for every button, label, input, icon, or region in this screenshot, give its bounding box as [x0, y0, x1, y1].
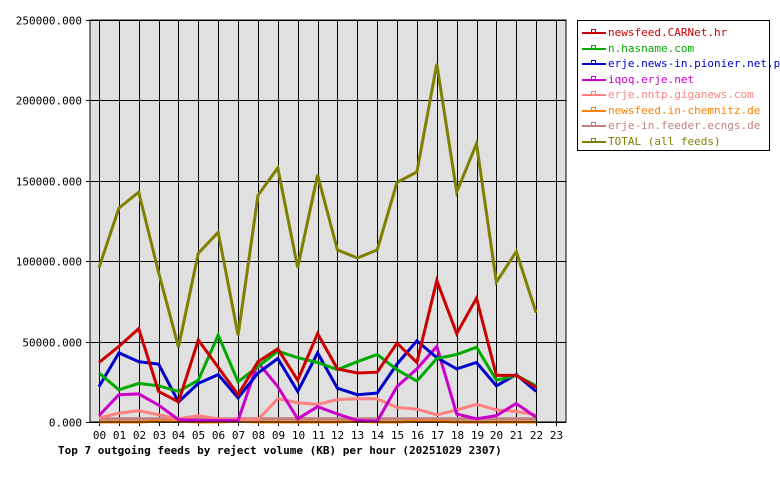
chart-title: Top 7 outgoing feeds by reject volume (K… — [58, 444, 502, 457]
legend-item: erje.nntp.giganews.com — [582, 87, 769, 103]
series-line-newsfeed-carnet-hr — [98, 275, 537, 405]
series-line-erje-nntp-giganews-com — [98, 397, 537, 422]
x-tick-label: 00 — [93, 429, 106, 442]
series-line-n-hasname-com — [98, 331, 537, 394]
x-tick-label: 15 — [391, 429, 404, 442]
legend-line-marker-icon — [582, 75, 606, 84]
legend-label: TOTAL (all feeds) — [608, 134, 721, 148]
x-tick-label: 21 — [510, 429, 523, 442]
y-tick-label: 0.000 — [49, 417, 82, 430]
x-tick-label: 11 — [312, 429, 325, 442]
legend-line-marker-icon — [582, 121, 606, 130]
x-tick-label: 02 — [133, 429, 146, 442]
legend-item: iqoq.erje.net — [582, 72, 769, 88]
x-tick-label: 22 — [530, 429, 543, 442]
x-tick-label: 05 — [192, 429, 205, 442]
series-line-iqoq-erje-net — [97, 343, 537, 423]
legend-label: newsfeed.CARNet.hr — [608, 26, 728, 40]
legend-item: n.hasname.com — [582, 41, 769, 57]
y-tick-label: 150000.000 — [16, 176, 82, 189]
legend-line-marker-icon — [582, 90, 606, 99]
x-tick-label: 23 — [550, 429, 563, 442]
x-axis: 00 01 02 03 04 05 06 07 08 09 10 11 12 13 14 15 16 17 18 19… — [93, 422, 563, 442]
x-tick-label: 20 — [490, 429, 503, 442]
y-tick-label: 250000.000 — [16, 15, 82, 28]
x-tick-label: 03 — [153, 429, 166, 442]
legend-label: erje-in.feeder.ecngs.de — [608, 119, 761, 133]
legend-label: erje.news-in.pionier.net.pl — [608, 57, 780, 71]
x-tick-label: 18 — [451, 429, 464, 442]
legend-item: erje.news-in.pionier.net.pl — [582, 56, 780, 72]
y-axis: 0.000 50000.000 100000.000 150000.000 200000… — [16, 15, 90, 430]
x-tick-label: 17 — [431, 429, 444, 442]
legend-item: TOTAL (all feeds) — [582, 134, 769, 150]
plot-frame — [89, 19, 567, 423]
x-tick-label: 13 — [351, 429, 364, 442]
legend-item: newsfeed.CARNet.hr — [582, 25, 769, 41]
series-line-total-all-feeds- — [97, 63, 538, 348]
plot-area — [90, 20, 566, 422]
data-series — [97, 63, 538, 424]
x-tick-label: 01 — [113, 429, 126, 442]
legend-label: erje.nntp.giganews.com — [608, 88, 754, 102]
legend-line-marker-icon — [582, 44, 606, 53]
legend-line-marker-icon — [582, 106, 606, 115]
legend-line-marker-icon — [582, 59, 606, 68]
x-tick-label: 10 — [292, 429, 305, 442]
x-tick-label: 09 — [272, 429, 285, 442]
y-tick-label: 50000.000 — [22, 337, 82, 350]
grid-lines — [90, 20, 566, 423]
y-tick-label: 200000.000 — [16, 95, 82, 108]
x-tick-label: 12 — [331, 429, 344, 442]
x-tick-label: 19 — [471, 429, 484, 442]
x-tick-label: 14 — [371, 429, 385, 442]
x-tick-label: 07 — [232, 429, 245, 442]
legend-item: newsfeed.in-chemnitz.de — [582, 103, 769, 119]
x-tick-label: 16 — [411, 429, 424, 442]
legend-label: iqoq.erje.net — [608, 72, 695, 86]
legend-item: erje-in.feeder.ecngs.de — [582, 118, 769, 134]
legend-line-marker-icon — [582, 28, 606, 37]
x-tick-label: 08 — [252, 429, 265, 442]
y-tick-label: 100000.000 — [16, 256, 82, 269]
legend-line-marker-icon — [582, 137, 606, 146]
x-tick-label: 04 — [172, 429, 186, 442]
legend: newsfeed.CARNet.hr n.hasname.com erje.news… — [577, 20, 780, 151]
legend-label: newsfeed.in-chemnitz.de — [608, 103, 761, 117]
x-tick-label: 06 — [212, 429, 225, 442]
legend-label: n.hasname.com — [608, 41, 695, 55]
